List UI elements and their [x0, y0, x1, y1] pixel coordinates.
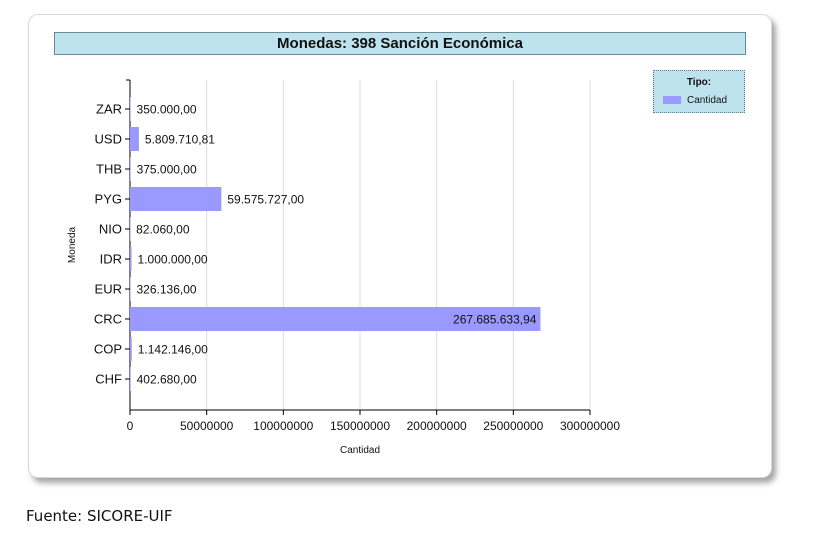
- value-label-zar: 350.000,00: [137, 103, 197, 117]
- legend-item-label: Cantidad: [687, 95, 728, 106]
- x-tick-label-0: 0: [127, 419, 134, 433]
- chart-legend: Tipo: Cantidad: [653, 70, 745, 113]
- bar-usd: [130, 127, 139, 151]
- bar-cop: [130, 337, 132, 361]
- category-label-thb: THB: [96, 162, 122, 177]
- x-tick-label-3: 150000000: [330, 419, 390, 433]
- value-label-crc: 267.685.633,94: [453, 313, 537, 327]
- bar-nio: [130, 217, 131, 241]
- x-tick-label-4: 200000000: [407, 419, 467, 433]
- bar-chf: [130, 367, 131, 391]
- value-label-cop: 1.142.146,00: [138, 343, 208, 357]
- y-axis-title: Moneda: [67, 226, 78, 263]
- category-label-cop: COP: [94, 342, 122, 357]
- bar-pyg: [130, 187, 222, 211]
- category-label-idr: IDR: [100, 252, 122, 267]
- category-label-chf: CHF: [95, 372, 122, 387]
- source-note: Fuente: SICORE-UIF: [26, 507, 173, 525]
- value-label-usd: 5.809.710,81: [145, 133, 215, 147]
- category-label-usd: USD: [95, 132, 122, 147]
- bar-crc: [130, 307, 541, 331]
- category-label-eur: EUR: [95, 282, 122, 297]
- value-label-chf: 402.680,00: [137, 373, 197, 387]
- bar-idr: [130, 247, 132, 271]
- x-tick-label-6: 300000000: [560, 419, 620, 433]
- legend-title: Tipo:: [686, 77, 712, 88]
- value-label-pyg: 59.575.727,00: [227, 193, 304, 207]
- value-label-thb: 375.000,00: [137, 163, 197, 177]
- x-axis-title: Cantidad: [340, 445, 380, 456]
- bar-thb: [130, 157, 131, 181]
- chart-title: Monedas: 398 Sanción Económica: [54, 32, 746, 55]
- category-label-pyg: PYG: [95, 192, 122, 207]
- category-label-crc: CRC: [94, 312, 122, 327]
- value-label-eur: 326.136,00: [137, 283, 197, 297]
- x-tick-label-2: 100000000: [253, 419, 313, 433]
- value-label-nio: 82.060,00: [136, 223, 190, 237]
- value-label-idr: 1.000.000,00: [138, 253, 208, 267]
- x-tick-label-5: 250000000: [483, 419, 543, 433]
- chart-card: [28, 14, 772, 478]
- legend-swatch: [663, 96, 681, 104]
- category-label-zar: ZAR: [96, 102, 122, 117]
- bar-eur: [130, 277, 131, 301]
- bar-zar: [130, 97, 131, 121]
- category-label-nio: NIO: [99, 222, 122, 237]
- x-tick-label-1: 50000000: [180, 419, 234, 433]
